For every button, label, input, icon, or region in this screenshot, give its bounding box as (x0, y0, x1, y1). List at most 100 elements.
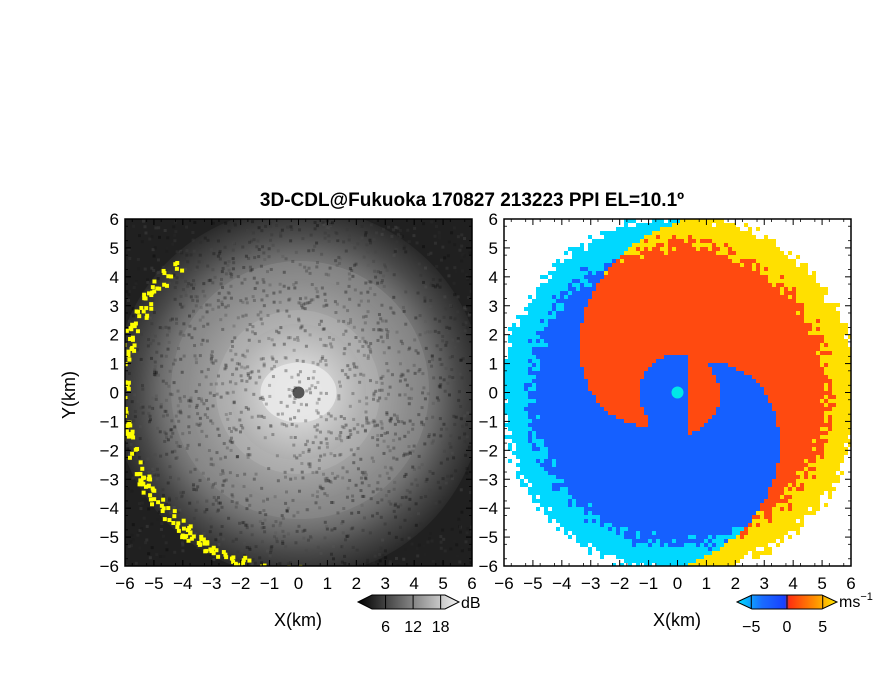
snr-noise-pixel (335, 263, 339, 267)
velocity-pixel (592, 319, 596, 323)
velocity-pixel (536, 343, 540, 347)
velocity-pixel (812, 359, 816, 363)
velocity-pixel (664, 323, 668, 327)
velocity-pixel (740, 335, 744, 339)
velocity-pixel (780, 383, 784, 387)
snr-noise-pixel (365, 561, 369, 565)
velocity-pixel (632, 387, 636, 391)
velocity-pixel (836, 351, 840, 355)
velocity-pixel (780, 279, 784, 283)
snr-noise-pixel (438, 376, 442, 380)
snr-noise-pixel (208, 530, 212, 534)
velocity-pixel (748, 375, 752, 379)
snr-noise-pixel (340, 522, 344, 526)
velocity-pixel (704, 359, 708, 363)
snr-flag-pixel (175, 524, 180, 529)
velocity-pixel (760, 251, 764, 255)
snr-noise-pixel (307, 448, 311, 452)
snr-noise-pixel (330, 345, 334, 349)
velocity-pixel (644, 335, 648, 339)
snr-noise-pixel (195, 265, 199, 269)
velocity-pixel (792, 331, 796, 335)
snr-noise-pixel (256, 239, 260, 243)
snr-noise-pixel (144, 231, 148, 235)
snr-noise-pixel (228, 225, 232, 229)
velocity-pixel (844, 371, 848, 375)
snr-noise-pixel (233, 336, 237, 340)
velocity-pixel (628, 335, 632, 339)
velocity-pixel (772, 243, 776, 247)
velocity-pixel (800, 271, 804, 275)
snr-flag-pixel (233, 561, 238, 566)
snr-noise-pixel (179, 330, 183, 334)
snr-noise-pixel (227, 427, 231, 431)
velocity-pixel (640, 307, 644, 311)
velocity-pixel (688, 359, 692, 363)
velocity-pixel (836, 359, 840, 363)
velocity-pixel (836, 327, 840, 331)
velocity-pixel (788, 339, 792, 343)
velocity-pixel (736, 343, 740, 347)
velocity-pixel (816, 283, 820, 287)
snr-noise-pixel (185, 446, 189, 450)
velocity-pixel (560, 347, 564, 351)
snr-noise-pixel (341, 466, 345, 470)
snr-noise-pixel (332, 544, 336, 548)
velocity-pixel (644, 351, 648, 355)
snr-noise-pixel (430, 220, 434, 224)
velocity-pixel (668, 303, 672, 307)
velocity-pixel (764, 355, 768, 359)
snr-noise-pixel (173, 239, 177, 243)
snr-noise-pixel (373, 269, 377, 273)
velocity-pixel (708, 343, 712, 347)
velocity-pixel (564, 319, 568, 323)
snr-noise-pixel (232, 242, 236, 246)
velocity-pixel (740, 379, 744, 383)
velocity-pixel (668, 251, 672, 255)
velocity-pixel (616, 271, 620, 275)
velocity-pixel (768, 263, 772, 267)
velocity-pixel (668, 307, 672, 311)
snr-noise-pixel (231, 344, 235, 348)
velocity-pixel (792, 379, 796, 383)
snr-noise-pixel (395, 457, 399, 461)
velocity-pixel (684, 219, 688, 223)
velocity-pixel (660, 335, 664, 339)
velocity-pixel (644, 235, 648, 239)
velocity-pixel (528, 295, 532, 299)
velocity-pixel (628, 271, 632, 275)
velocity-pixel (776, 287, 780, 291)
snr-noise-pixel (446, 474, 450, 478)
velocity-pixel (752, 283, 756, 287)
snr-noise-pixel (271, 357, 275, 361)
velocity-pixel (820, 375, 824, 379)
velocity-pixel (820, 327, 824, 331)
snr-noise-pixel (368, 286, 372, 290)
velocity-pixel (640, 263, 644, 267)
velocity-pixel (668, 239, 672, 243)
snr-noise-pixel (268, 283, 272, 287)
velocity-pixel (644, 279, 648, 283)
snr-noise-pixel (297, 319, 301, 323)
velocity-pixel (740, 363, 744, 367)
velocity-pixel (676, 383, 680, 387)
snr-noise-pixel (309, 233, 313, 237)
velocity-pixel (788, 315, 792, 319)
velocity-pixel (664, 267, 668, 271)
velocity-pixel (788, 291, 792, 295)
snr-noise-pixel (271, 375, 275, 379)
snr-noise-pixel (152, 373, 156, 377)
velocity-pixel (584, 319, 588, 323)
snr-noise-pixel (169, 511, 173, 515)
velocity-pixel (808, 379, 812, 383)
velocity-pixel (788, 311, 792, 315)
velocity-pixel (572, 299, 576, 303)
velocity-pixel (784, 291, 788, 295)
snr-noise-pixel (290, 227, 294, 231)
velocity-pixel (540, 371, 544, 375)
velocity-pixel (720, 359, 724, 363)
velocity-pixel (576, 355, 580, 359)
velocity-pixel (772, 323, 776, 327)
snr-noise-pixel (319, 391, 323, 395)
velocity-pixel (680, 259, 684, 263)
